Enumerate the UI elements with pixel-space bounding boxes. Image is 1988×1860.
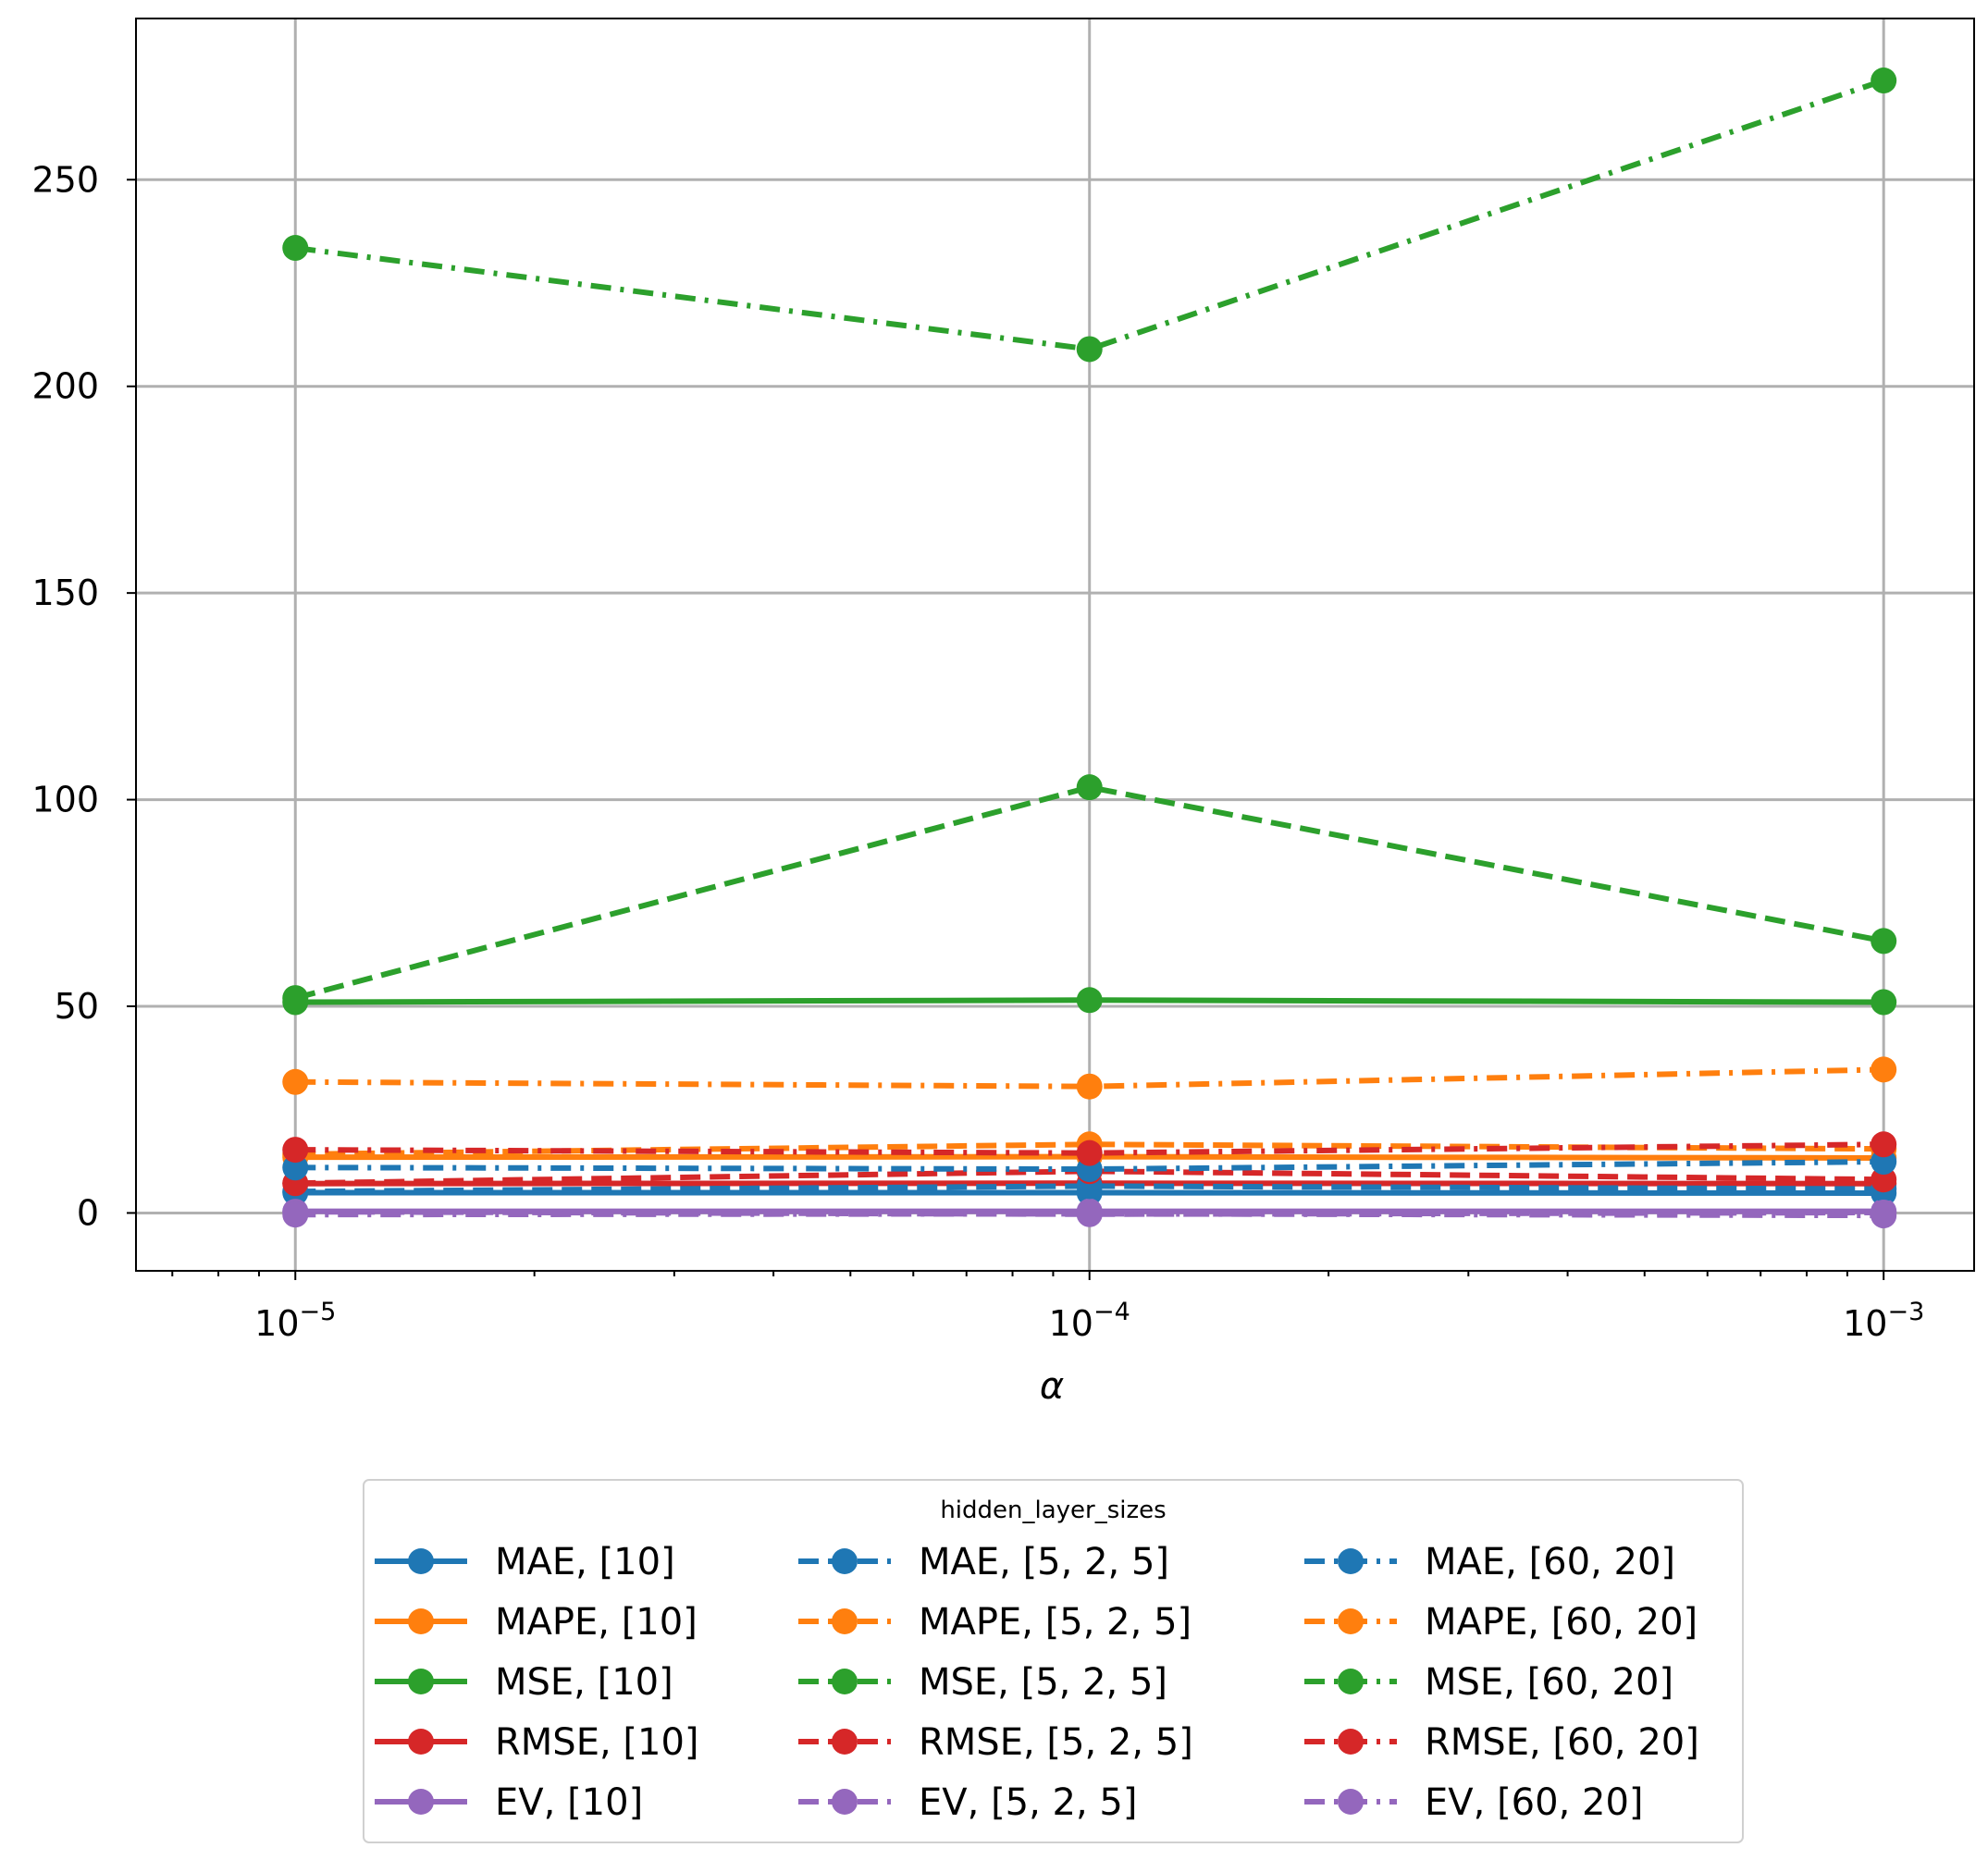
- legend-label: MSE, [5, 2, 5]: [919, 1661, 1167, 1704]
- legend-entry: RMSE, [5, 2, 5]: [798, 1721, 1193, 1764]
- x-tick-label: 10−3: [1843, 1298, 1924, 1344]
- legend-entry: MAE, [60, 20]: [1304, 1541, 1675, 1583]
- series-line: [295, 1066, 1884, 1090]
- legend-marker: [408, 1608, 434, 1634]
- legend-entry: MSE, [10]: [375, 1661, 673, 1704]
- legend-marker: [832, 1669, 858, 1694]
- data-point: [1871, 989, 1897, 1016]
- data-point: [1076, 987, 1103, 1014]
- data-point: [1076, 1201, 1103, 1227]
- legend-entry: MSE, [60, 20]: [1304, 1661, 1673, 1704]
- series-layer: [282, 68, 1897, 1229]
- legend-marker: [1338, 1789, 1364, 1815]
- series-line: [295, 1159, 1884, 1173]
- series-line: [294, 784, 1884, 1001]
- series-mse-60-20: [282, 68, 1897, 363]
- legend-entry: RMSE, [60, 20]: [1304, 1721, 1699, 1764]
- series-line: [294, 78, 1885, 352]
- tick-labels: 0 50 100 150 200 250 10−5 10−4 10−3: [31, 159, 1924, 1344]
- legend-marker: [1338, 1608, 1364, 1634]
- series-mse-10: [282, 987, 1897, 1016]
- legend-marker: [1338, 1729, 1364, 1755]
- legend-entry: EV, [5, 2, 5]: [798, 1781, 1137, 1824]
- legend-entry: EV, [60, 20]: [1304, 1781, 1644, 1824]
- data-point: [282, 1154, 309, 1181]
- legend-marker: [408, 1729, 434, 1755]
- legend-label: MSE, [60, 20]: [1425, 1661, 1673, 1704]
- data-point: [1076, 1139, 1103, 1166]
- data-point: [1871, 68, 1897, 94]
- series-line: [295, 1141, 1884, 1156]
- legend-label: MAPE, [5, 2, 5]: [919, 1601, 1192, 1644]
- legend-label: EV, [10]: [495, 1781, 643, 1824]
- legend-entry: MAE, [5, 2, 5]: [798, 1541, 1169, 1583]
- data-point: [1871, 1166, 1897, 1193]
- plot-frame: [135, 18, 1975, 1272]
- y-tick-label: 0: [77, 1192, 99, 1233]
- x-axis-label: α: [1040, 1365, 1064, 1408]
- series-rmse-60-20: [282, 1131, 1897, 1166]
- x-tick-label: 10−5: [254, 1298, 336, 1344]
- data-point: [1076, 1073, 1103, 1100]
- y-tick-label: 250: [31, 159, 99, 200]
- legend-entry: EV, [10]: [375, 1781, 643, 1824]
- series-mse-5-2-5: [282, 774, 1897, 1012]
- legend-label: RMSE, [5, 2, 5]: [919, 1721, 1193, 1764]
- legend-box: [363, 1479, 1744, 1843]
- legend-entry: MSE, [5, 2, 5]: [798, 1661, 1167, 1704]
- series-mape-60-20: [282, 1056, 1897, 1100]
- legend-entry: MAE, [10]: [375, 1541, 675, 1583]
- data-point: [282, 235, 309, 262]
- data-point: [282, 1137, 309, 1164]
- legend-label: MAPE, [10]: [495, 1601, 698, 1644]
- axes: [127, 18, 1975, 1280]
- legend-marker: [832, 1608, 858, 1634]
- y-tick-label: 150: [31, 573, 99, 613]
- legend-marker: [408, 1548, 434, 1574]
- legend-entry: MAPE, [10]: [375, 1601, 698, 1644]
- y-tick-label: 200: [31, 366, 99, 407]
- x-tick-label: 10−4: [1049, 1298, 1130, 1344]
- data-point: [282, 1068, 309, 1095]
- legend-marker: [408, 1669, 434, 1694]
- data-point: [1076, 774, 1103, 801]
- legend-marker: [1338, 1669, 1364, 1694]
- legend-marker: [1338, 1548, 1364, 1574]
- legend-entry: MAPE, [5, 2, 5]: [798, 1601, 1192, 1644]
- legend-label: MAE, [10]: [495, 1541, 675, 1583]
- y-tick-label: 100: [31, 780, 99, 820]
- legend-label: MAPE, [60, 20]: [1425, 1601, 1698, 1644]
- data-point: [1076, 336, 1103, 363]
- legend-entry: RMSE, [10]: [375, 1721, 699, 1764]
- legend-label: EV, [5, 2, 5]: [919, 1781, 1137, 1824]
- series-ev-60-20: [282, 1201, 1897, 1229]
- legend-marker: [832, 1548, 858, 1574]
- data-point: [282, 985, 309, 1012]
- y-tick-label: 50: [55, 986, 99, 1027]
- data-point: [1871, 928, 1897, 955]
- legend: hidden_layer_sizes MAE, [10] MAPE, [10] MSE…: [363, 1479, 1744, 1843]
- legend-marker: [408, 1789, 434, 1815]
- data-point: [1871, 1202, 1897, 1229]
- legend-label: MAE, [60, 20]: [1425, 1541, 1675, 1583]
- legend-label: RMSE, [60, 20]: [1425, 1721, 1699, 1764]
- series-line: [295, 1211, 1884, 1219]
- legend-label: MSE, [10]: [495, 1661, 673, 1704]
- legend-label: MAE, [5, 2, 5]: [919, 1541, 1169, 1583]
- legend-entry: MAPE, [60, 20]: [1304, 1601, 1698, 1644]
- legend-title: hidden_layer_sizes: [940, 1497, 1166, 1524]
- data-point: [1871, 1056, 1897, 1083]
- legend-label: RMSE, [10]: [495, 1721, 699, 1764]
- data-point: [282, 1201, 309, 1228]
- legend-marker: [832, 1789, 858, 1815]
- legend-label: EV, [60, 20]: [1425, 1781, 1644, 1824]
- data-point: [1871, 1131, 1897, 1158]
- legend-marker: [832, 1729, 858, 1755]
